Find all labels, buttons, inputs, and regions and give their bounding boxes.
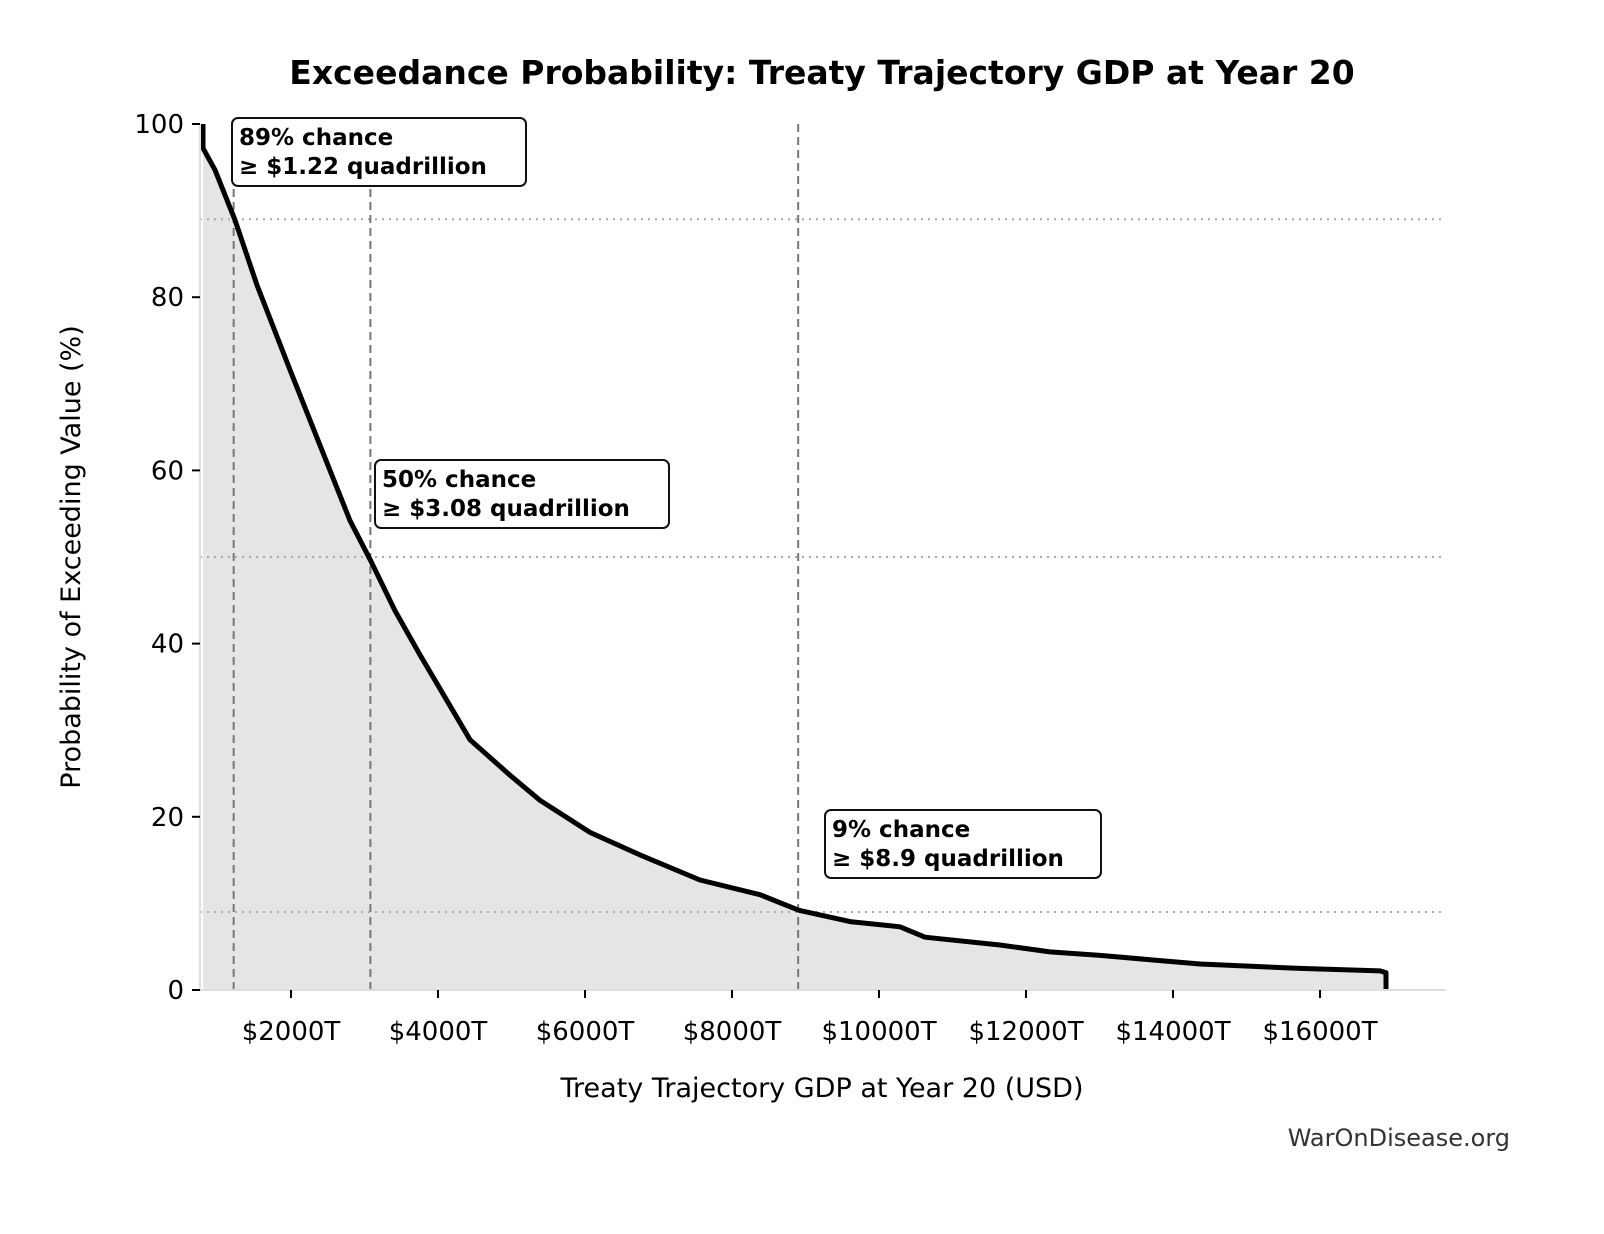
- y-tick-label: 60: [151, 456, 184, 486]
- y-tick-label: 100: [134, 110, 184, 140]
- annotation-line1: 50% chance: [382, 467, 536, 493]
- x-tick-label: $12000T: [968, 1017, 1083, 1047]
- y-tick-label: 80: [151, 283, 184, 313]
- x-axis-label: Treaty Trajectory GDP at Year 20 (USD): [560, 1073, 1084, 1104]
- x-tick-label: $14000T: [1115, 1017, 1230, 1047]
- annotation-box: [231, 117, 527, 187]
- x-tick-label: $8000T: [683, 1017, 782, 1047]
- x-tick-label: $6000T: [536, 1017, 635, 1047]
- y-tick-label: 20: [151, 803, 184, 833]
- annotation-line1: 9% chance: [832, 817, 970, 843]
- annotation-line1: 89% chance: [239, 125, 393, 151]
- annotation-box: [374, 459, 670, 529]
- x-tick-label: $16000T: [1262, 1017, 1377, 1047]
- y-axis-label: Probability of Exceeding Value (%): [56, 325, 87, 788]
- y-tick-label: 40: [151, 630, 184, 660]
- chart-title: Exceedance Probability: Treaty Trajector…: [289, 53, 1354, 92]
- x-tick-label: $2000T: [242, 1017, 341, 1047]
- annotation-line2: ≥ $3.08 quadrillion: [382, 496, 630, 522]
- exceedance-curve: [200, 124, 1389, 990]
- annotation-line2: ≥ $8.9 quadrillion: [832, 846, 1064, 872]
- x-tick-label: $10000T: [821, 1017, 936, 1047]
- annotation-box: [824, 809, 1102, 879]
- exceedance-area: [203, 124, 1387, 990]
- x-tick-label: $4000T: [389, 1017, 488, 1047]
- credit-text: WarOnDisease.org: [1288, 1124, 1510, 1152]
- annotation-line2: ≥ $1.22 quadrillion: [239, 154, 487, 180]
- y-tick-label: 0: [167, 976, 184, 1006]
